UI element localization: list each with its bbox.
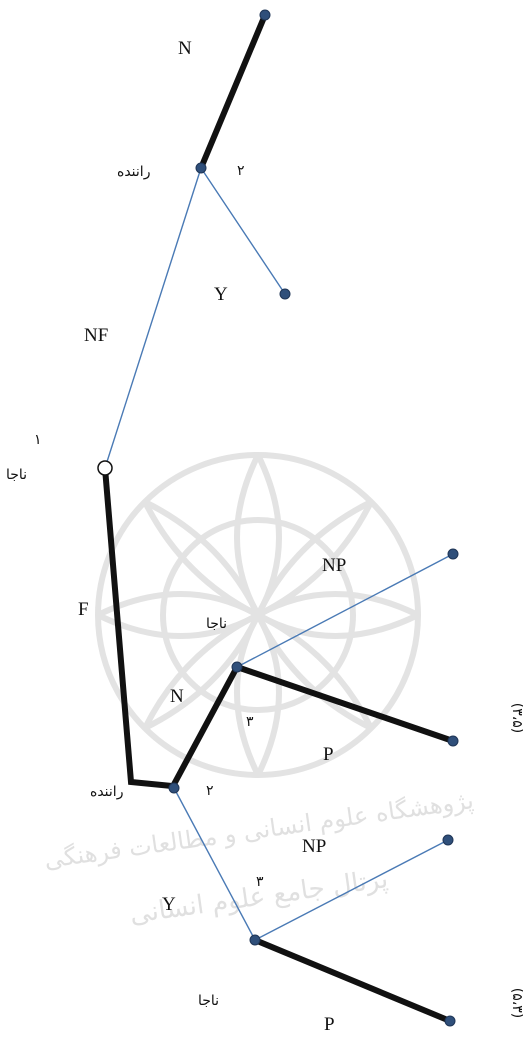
edge-upper-p: [236, 664, 454, 744]
label-action-np-lower: NP: [302, 836, 326, 857]
edge-mid-n: [169, 665, 240, 790]
terminal-node-upper-np: [447, 548, 459, 560]
edge-nf: [104, 167, 202, 469]
label-action-p-upper: P: [323, 744, 334, 765]
label-action-p-lower: P: [324, 1014, 335, 1035]
edge-top-n: [198, 13, 268, 170]
terminal-node-upper-p: [447, 735, 459, 747]
edge-lower-p: [253, 937, 452, 1024]
label-action-nf: NF: [84, 325, 108, 346]
terminal-node-lower-p: [444, 1015, 456, 1027]
label-player-naja-root: ناجا: [6, 467, 27, 483]
label-player-number-2-bottom: ۲: [206, 783, 214, 799]
label-action-n-top: N: [178, 38, 192, 59]
label-player-number-3-lower: ۳: [256, 874, 264, 890]
edge-upper-np: [236, 553, 454, 668]
decision-node-naja-upper: [231, 661, 243, 673]
root-node: [97, 460, 113, 476]
edge-top-y: [200, 167, 286, 295]
decision-node-naja-lower: [249, 934, 261, 946]
label-player-driver-bottom: راننده: [90, 784, 123, 800]
watermark-emblem: [95, 452, 421, 778]
label-action-np-upper: NP: [322, 555, 346, 576]
terminal-node-top-n: [259, 9, 271, 21]
payoff-lower-branch: (۵،۳): [509, 988, 523, 1018]
label-player-naja-lower: ناجا: [198, 993, 219, 1009]
label-action-f: F: [78, 599, 89, 620]
label-action-y-mid: Y: [162, 894, 176, 915]
terminal-node-lower-np: [442, 834, 454, 846]
decision-node-driver-bottom: [168, 782, 180, 794]
decision-node-driver-top: [195, 162, 207, 174]
edge-f: [102, 467, 173, 789]
terminal-node-top-y: [279, 288, 291, 300]
edge-lower-np: [254, 839, 449, 941]
label-action-y-top: Y: [214, 284, 228, 305]
payoff-upper-branch: (۳،۵): [509, 703, 523, 733]
label-player-number-1: ۱: [34, 432, 42, 448]
label-player-number-3-upper: ۳: [246, 714, 254, 730]
label-player-naja-upper: ناجا: [206, 616, 227, 632]
edge-mid-y: [173, 787, 256, 941]
label-player-driver-top: راننده: [117, 164, 150, 180]
label-player-number-2-top: ۲: [237, 163, 245, 179]
label-action-n-mid: N: [170, 686, 184, 707]
